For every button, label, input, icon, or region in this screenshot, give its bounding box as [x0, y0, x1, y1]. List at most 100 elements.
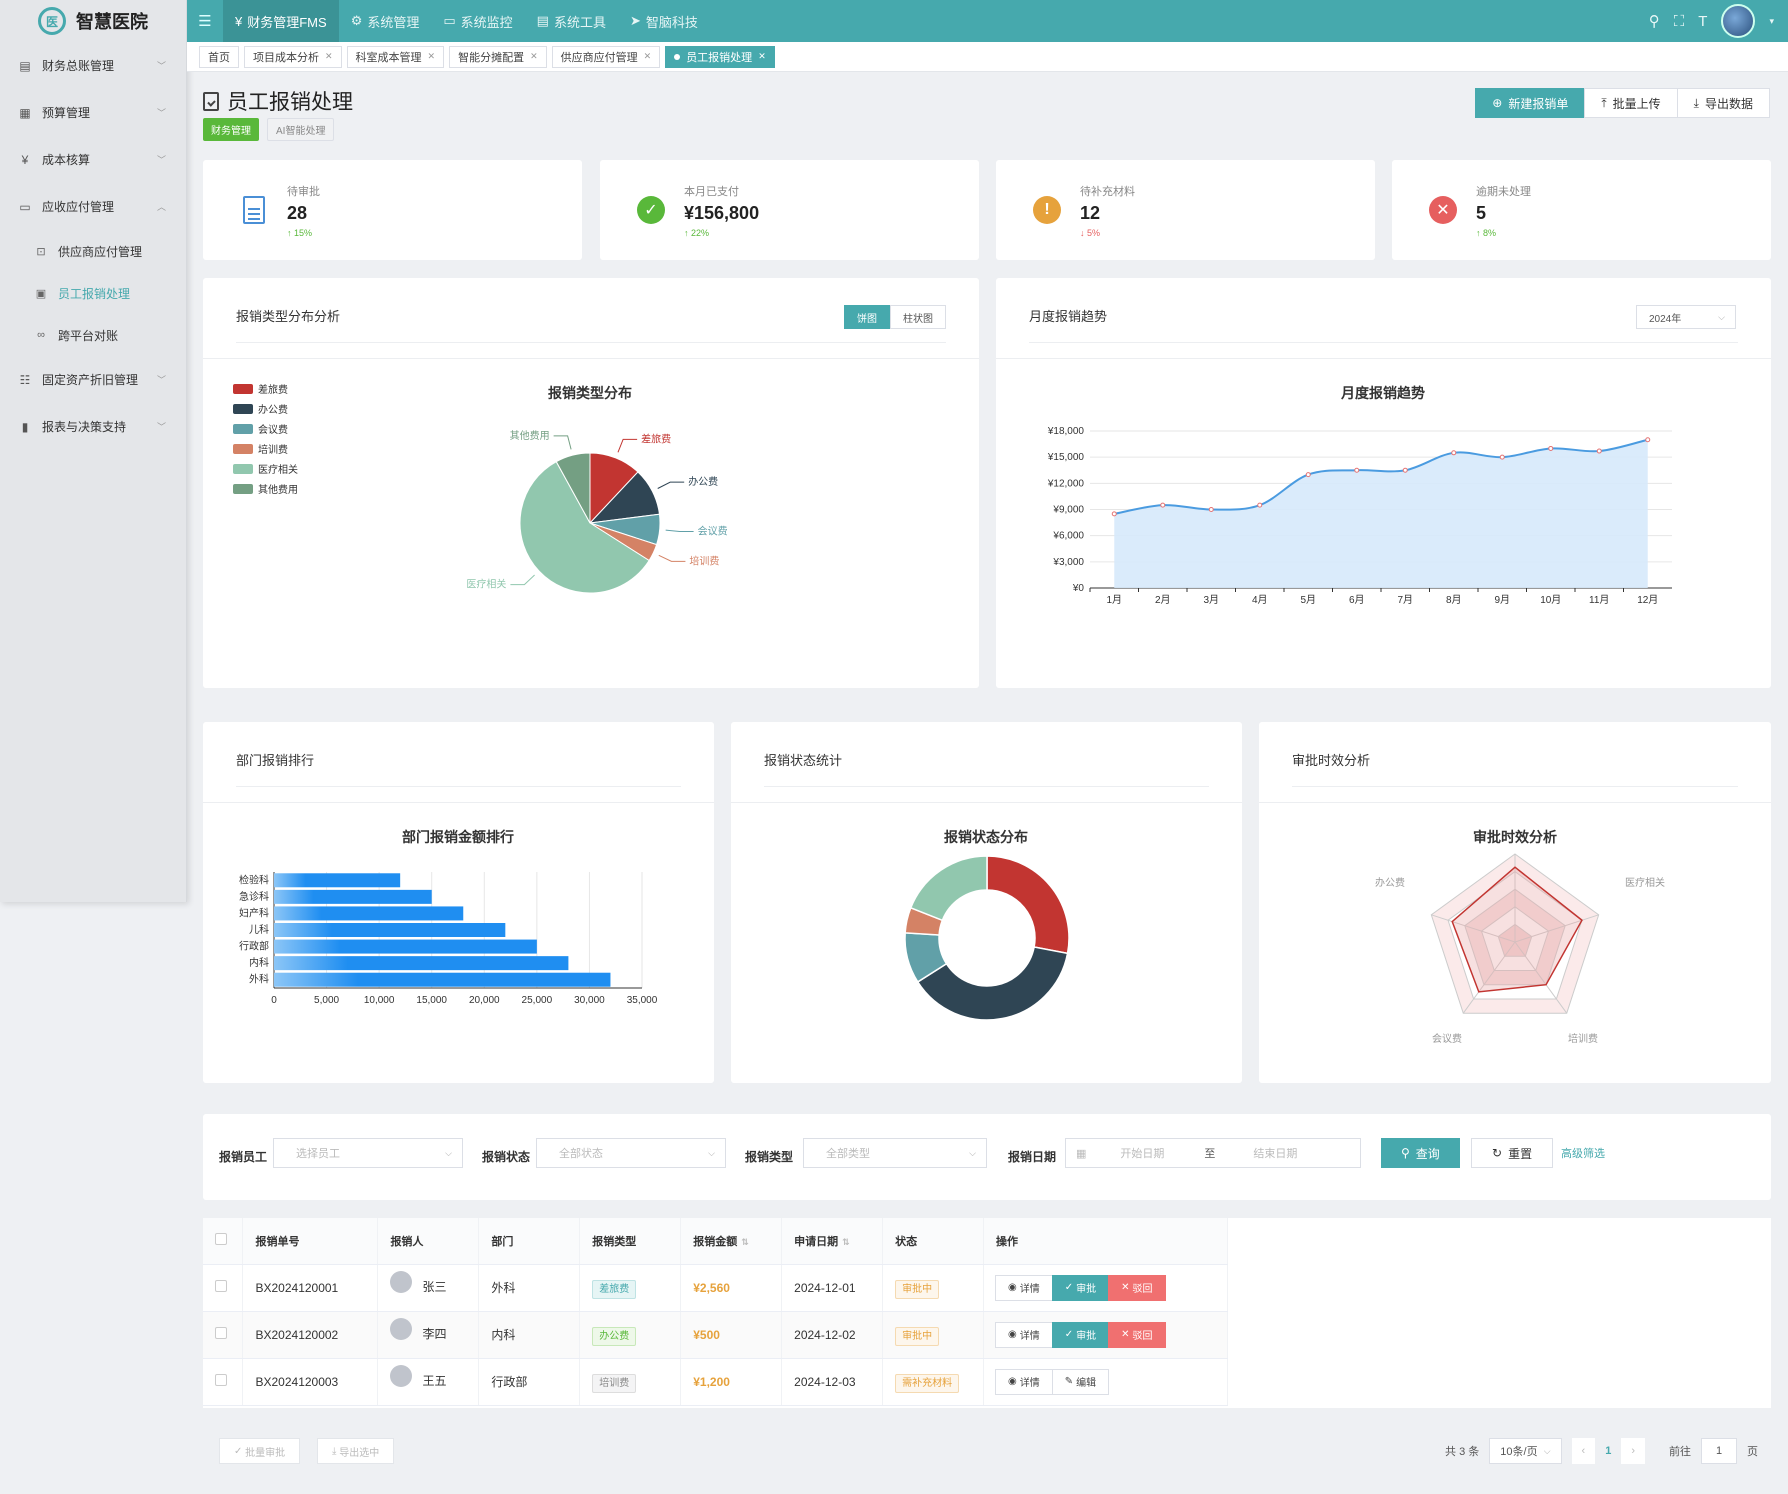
data-point[interactable] — [1305, 472, 1311, 478]
reset-button[interactable]: ↻ 重置 — [1471, 1138, 1554, 1168]
data-point[interactable] — [1257, 502, 1263, 508]
query-button[interactable]: ⚲ 查询 — [1381, 1138, 1460, 1168]
reject-button[interactable]: ✕ 驳回 — [1108, 1274, 1166, 1301]
sidebar-subitem[interactable]: ∞ 跨平台对账 — [0, 314, 186, 356]
page-size-select[interactable]: 10条/页 ⌵ — [1489, 1438, 1562, 1464]
top-tab[interactable]: ➤ 智脑科技 — [618, 0, 710, 42]
start-date-input[interactable]: 开始日期 — [1120, 1148, 1165, 1160]
data-point[interactable] — [1451, 450, 1457, 456]
close-icon[interactable]: ✕ — [427, 51, 436, 61]
legend-label[interactable]: 医疗相关 — [258, 463, 298, 476]
view-tag[interactable]: 科室成本管理 ✕ — [346, 45, 445, 68]
donut-slice[interactable] — [986, 855, 1070, 955]
close-icon[interactable]: ✕ — [530, 51, 538, 61]
font-size-icon[interactable]: T — [1698, 12, 1708, 30]
year-select[interactable]: 2024年 ⌵ — [1636, 305, 1736, 329]
sidebar-subitem[interactable]: ⊡ 供应商应付管理 — [0, 230, 186, 272]
bar-toggle-button[interactable]: 柱状图 — [890, 305, 946, 329]
data-point[interactable] — [1208, 507, 1214, 512]
legend-swatch[interactable] — [233, 424, 253, 434]
bar[interactable] — [274, 923, 506, 937]
sidebar-subitem[interactable]: ▣ 员工报销处理 — [0, 272, 186, 314]
data-point[interactable] — [1645, 437, 1651, 443]
table-row[interactable]: BX2024120001 张三 外科 差旅费 ¥2,560 2024-12-01 审批中 ◉ 详… — [203, 1264, 1228, 1312]
row-checkbox[interactable] — [215, 1327, 227, 1339]
export-data-button[interactable]: ⤓ 导出数据 — [1676, 88, 1770, 118]
legend-swatch[interactable] — [233, 444, 253, 454]
top-tab[interactable]: ▤ 系统工具 — [525, 0, 618, 42]
employee-select[interactable]: 选择员工 ⌵ — [273, 1138, 463, 1168]
bar[interactable] — [274, 939, 537, 954]
bar[interactable] — [274, 889, 432, 904]
select-all-checkbox[interactable] — [215, 1233, 227, 1246]
sort-icon[interactable]: ⇅ — [741, 1236, 749, 1247]
menu-toggle-icon[interactable]: ☰ — [198, 13, 212, 30]
data-point[interactable] — [1354, 467, 1360, 473]
data-point[interactable] — [1499, 454, 1505, 460]
row-checkbox[interactable] — [215, 1374, 227, 1386]
data-point[interactable] — [1111, 511, 1117, 517]
legend-label[interactable]: 会议费 — [258, 423, 288, 436]
top-tab[interactable]: ¥ 财务管理FMS — [223, 0, 339, 42]
donut-slice[interactable] — [916, 946, 1069, 1021]
logo[interactable]: 医 智慧医院 — [0, 0, 186, 42]
view-tag[interactable]: 智能分摊配置 ✕ — [449, 45, 547, 68]
new-claim-button[interactable]: ⊕ 新建报销单 — [1475, 88, 1586, 118]
batch-approve-button[interactable]: ✓ 批量审批 — [219, 1438, 301, 1464]
legend-swatch[interactable] — [233, 464, 253, 474]
column-header[interactable]: 申请日期 ⇅ — [781, 1218, 884, 1265]
sidebar-item[interactable]: ▦ 预算管理 ﹀ — [0, 89, 186, 136]
status-select[interactable]: 全部状态 ⌵ — [536, 1138, 726, 1168]
radar-series[interactable] — [1451, 866, 1583, 993]
type-select[interactable]: 全部类型 ⌵ — [803, 1138, 987, 1168]
legend-swatch[interactable] — [233, 484, 253, 494]
view-tag[interactable]: 项目成本分析 ✕ — [244, 45, 342, 68]
end-date-input[interactable]: 结束日期 — [1253, 1148, 1298, 1160]
pie-slice[interactable] — [555, 452, 591, 524]
batch-upload-button[interactable]: ⤒ 批量上传 — [1584, 88, 1678, 118]
sort-icon[interactable]: ⇅ — [842, 1236, 850, 1247]
row-checkbox[interactable] — [215, 1280, 227, 1292]
goto-page-input[interactable]: 1 — [1701, 1438, 1737, 1464]
view-tag[interactable]: 员工报销处理 ✕ — [665, 45, 775, 68]
user-avatar[interactable] — [1721, 4, 1756, 38]
column-header[interactable]: 报销金额 ⇅ — [680, 1218, 783, 1265]
sidebar-item[interactable]: ¥ 成本核算 ﹀ — [0, 136, 186, 183]
legend-swatch[interactable] — [233, 404, 253, 414]
legend-swatch[interactable] — [233, 384, 253, 394]
table-row[interactable]: BX2024120002 李四 内科 办公费 ¥500 2024-12-02 审批中 ◉ 详情 ✓… — [203, 1311, 1228, 1359]
chevron-down-icon[interactable]: ▾ — [1769, 15, 1774, 26]
edit-button[interactable]: ✎ 编辑 — [1051, 1368, 1110, 1395]
top-tab[interactable]: ▭ 系统监控 — [431, 0, 524, 42]
view-tag[interactable]: 供应商应付管理 ✕ — [551, 45, 661, 68]
approve-button[interactable]: ✓ 审批 — [1051, 1274, 1110, 1301]
view-tag[interactable]: 首页 — [199, 45, 239, 68]
prev-page-button[interactable]: ‹ — [1571, 1438, 1596, 1464]
table-row[interactable]: BX2024120003 王五 行政部 培训费 ¥1,200 2024-12-03 需补充材… — [203, 1358, 1228, 1406]
bar[interactable] — [274, 972, 611, 987]
legend-label[interactable]: 其他费用 — [258, 483, 298, 496]
approve-button[interactable]: ✓ 审批 — [1051, 1321, 1110, 1348]
fullscreen-icon[interactable]: ⛶ — [1673, 12, 1685, 30]
top-tab[interactable]: ⚙ 系统管理 — [339, 0, 432, 42]
detail-button[interactable]: ◉ 详情 — [995, 1321, 1053, 1348]
bar[interactable] — [274, 956, 569, 971]
data-point[interactable] — [1402, 467, 1408, 473]
legend-label[interactable]: 差旅费 — [258, 383, 288, 396]
current-page[interactable]: 1 — [1605, 1445, 1612, 1457]
detail-button[interactable]: ◉ 详情 — [995, 1274, 1053, 1301]
close-icon[interactable]: ✕ — [325, 51, 333, 61]
pie-slice[interactable] — [519, 460, 650, 594]
data-point[interactable] — [1596, 448, 1602, 454]
legend-label[interactable]: 办公费 — [258, 403, 288, 416]
bar[interactable] — [274, 906, 464, 921]
close-icon[interactable]: ✕ — [643, 51, 652, 61]
search-icon[interactable]: ⚲ — [1648, 13, 1660, 30]
export-selected-button[interactable]: ⤓ 导出选中 — [317, 1438, 395, 1464]
close-icon[interactable]: ✕ — [758, 51, 766, 61]
date-range-picker[interactable]: ▦ 开始日期 至 结束日期 — [1065, 1138, 1361, 1168]
detail-button[interactable]: ◉ 详情 — [995, 1368, 1053, 1395]
donut-slice[interactable] — [909, 855, 988, 922]
trend-line[interactable] — [1114, 438, 1648, 515]
sidebar-item[interactable]: ☷ 固定资产折旧管理 ﹀ — [0, 356, 186, 403]
